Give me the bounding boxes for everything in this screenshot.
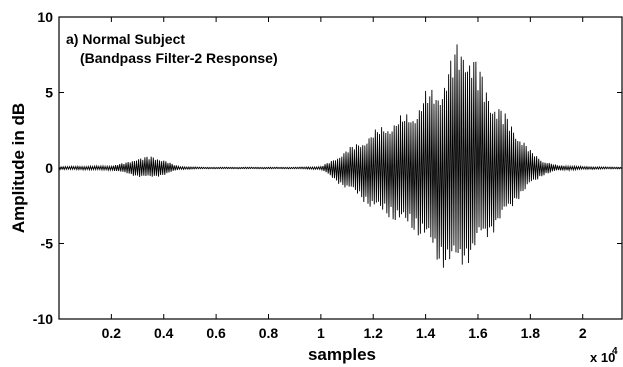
x-tick-label: 0.4 xyxy=(154,325,174,341)
annotation-line-2: (Bandpass Filter-2 Response) xyxy=(80,50,278,66)
y-tick-label: -10 xyxy=(33,311,53,327)
x-tick-label: 1 xyxy=(317,325,325,341)
y-tick-label: 10 xyxy=(37,9,53,25)
y-axis-title: Amplitude in dB xyxy=(9,103,28,233)
annotation-line-1: a) Normal Subject xyxy=(66,31,185,47)
x-ticks: 0.2 0.4 0.6 0.8 1 1.2 1.4 1.6 1.8 2 xyxy=(102,17,587,341)
x-tick-label: 0.8 xyxy=(259,325,279,341)
x-tick-label: 1.4 xyxy=(416,325,436,341)
y-tick-label: 0 xyxy=(45,160,53,176)
x-tick-label: 1.6 xyxy=(468,325,488,341)
x-tick-label: 0.6 xyxy=(206,325,226,341)
x-axis-title: samples xyxy=(308,345,376,364)
x-exponent-label: x 10 xyxy=(590,350,615,365)
y-tick-label: -5 xyxy=(41,236,54,252)
x-tick-label: 0.2 xyxy=(102,325,122,341)
x-tick-label: 1.2 xyxy=(363,325,383,341)
x-exponent-power: 4 xyxy=(612,346,618,357)
y-tick-label: 5 xyxy=(45,85,53,101)
x-tick-label: 2 xyxy=(579,325,587,341)
waveform-line xyxy=(58,44,622,268)
waveform-series xyxy=(58,44,622,268)
y-ticks: -10 -5 0 5 10 xyxy=(33,9,622,327)
x-tick-label: 1.8 xyxy=(521,325,541,341)
